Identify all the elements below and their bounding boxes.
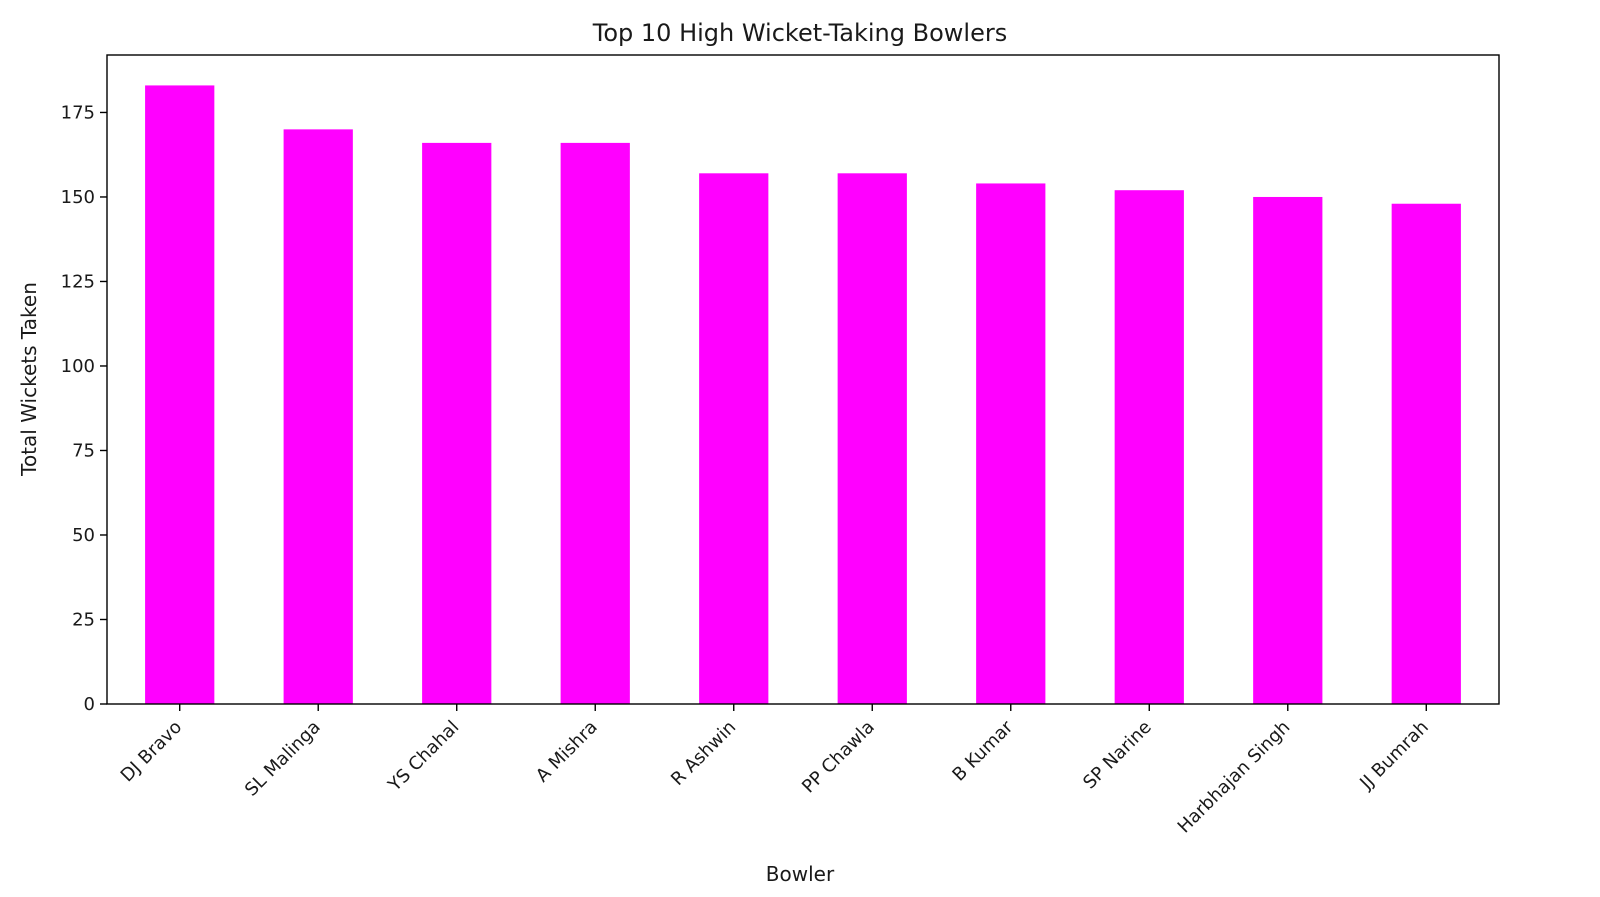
y-tick-label: 150 xyxy=(61,187,95,208)
bar-sp-narine xyxy=(1114,190,1184,705)
x-tick-label: SL Malinga xyxy=(241,717,325,801)
x-tick-label: SP Narine xyxy=(1079,717,1156,794)
bar-b-kumar xyxy=(976,183,1046,704)
bar-r-ashwin xyxy=(699,173,769,704)
bar-sl-malinga xyxy=(283,129,353,705)
y-tick-label: 25 xyxy=(72,609,95,630)
y-tick-label: 100 xyxy=(61,356,95,377)
x-tick-label: A Mishra xyxy=(532,717,602,787)
bar-dj-bravo xyxy=(145,85,215,704)
bar-ys-chahal xyxy=(422,142,492,704)
y-tick-label: 75 xyxy=(72,440,95,461)
x-tick-label: B Kumar xyxy=(948,716,1017,785)
y-axis-label: Total Wickets Taken xyxy=(17,282,41,477)
x-tick-label: PP Chawla xyxy=(798,717,879,798)
plot-frame xyxy=(106,54,1500,705)
y-tick-label: 0 xyxy=(84,694,95,715)
y-tick-label: 50 xyxy=(72,525,95,546)
x-axis: DJ Bravo SL Malinga YS Chahal A Mishra R Ash… xyxy=(117,704,1433,837)
y-tick-label: 125 xyxy=(61,271,95,292)
x-tick-label: DJ Bravo xyxy=(117,717,187,787)
bar-a-mishra xyxy=(560,142,630,704)
bar-harbhajan-singh xyxy=(1253,196,1323,704)
bars-group xyxy=(145,85,1461,705)
x-axis-label: Bowler xyxy=(766,862,835,886)
bar-jj-bumrah xyxy=(1391,203,1461,704)
chart-title: Top 10 High Wicket-Taking Bowlers xyxy=(592,19,1007,47)
y-tick-label: 175 xyxy=(61,102,95,123)
x-tick-label: JJ Bumrah xyxy=(1355,717,1432,794)
bar-pp-chawla xyxy=(837,173,907,704)
y-axis: 0 25 50 75 100 125 150 175 xyxy=(61,102,107,715)
x-tick-label: Harbhajan Singh xyxy=(1174,717,1295,838)
x-tick-label: YS Chahal xyxy=(384,717,464,797)
x-tick-label: R Ashwin xyxy=(667,717,740,790)
